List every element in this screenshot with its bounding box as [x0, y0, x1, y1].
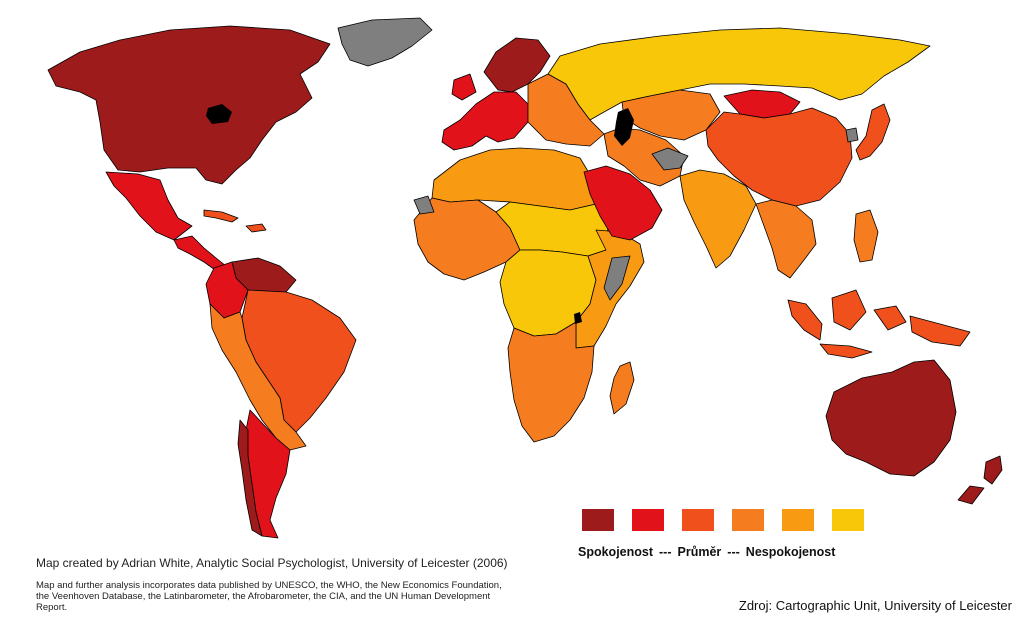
caribbean-region: [203, 209, 267, 233]
andes-region: [209, 303, 307, 451]
data-sources-note: Map and further analysis incorporates da…: [36, 580, 502, 613]
china-region: [705, 107, 853, 207]
legend: Spokojenost --- Průměr --- Nespokojenost: [578, 509, 868, 559]
legend-swatches: [582, 509, 868, 531]
southern-africa-region: [507, 321, 595, 443]
western-europe-region: [441, 73, 529, 151]
southeast-asia-region: [755, 199, 879, 279]
great-lakes-water: [206, 104, 232, 124]
source-caption: Zdroj: Cartographic Unit, University of …: [738, 598, 1012, 613]
legend-separator-2: ---: [727, 545, 740, 559]
caspian-sea-water: [614, 108, 634, 146]
new-zealand-region: [957, 455, 1003, 505]
legend-swatch-5: [782, 509, 814, 531]
map-credit: Map created by Adrian White, Analytic So…: [36, 556, 508, 570]
nodata-region-4: [845, 127, 859, 143]
legend-swatch-6: [832, 509, 864, 531]
scandinavia-region: [483, 37, 551, 93]
legend-swatch-3: [682, 509, 714, 531]
japan-region: [855, 103, 891, 161]
india-region: [679, 169, 757, 269]
indonesia-region: [787, 289, 971, 359]
nodata-region: [651, 147, 689, 171]
arabia-region: [583, 165, 663, 241]
madagascar-region: [609, 361, 635, 415]
australia-region: [825, 359, 957, 477]
legend-swatch-1: [582, 509, 614, 531]
legend-label-mid: Průměr: [677, 545, 722, 559]
legend-separator-1: ---: [659, 545, 672, 559]
greenland-region: [337, 17, 433, 67]
legend-label-high: Spokojenost: [578, 545, 654, 559]
north-america-region: [47, 25, 331, 185]
legend-swatch-4: [732, 509, 764, 531]
nodata-region-2: [413, 195, 435, 215]
legend-label-low: Nespokojenost: [745, 545, 836, 559]
mexico-region: [105, 171, 193, 241]
legend-labels: Spokojenost --- Průměr --- Nespokojenost: [578, 545, 868, 559]
nodata-region-3: [603, 255, 631, 301]
north-africa-region: [431, 147, 597, 211]
legend-swatch-2: [632, 509, 664, 531]
chile-region: [237, 419, 263, 537]
lake-victoria-water: [574, 312, 582, 324]
